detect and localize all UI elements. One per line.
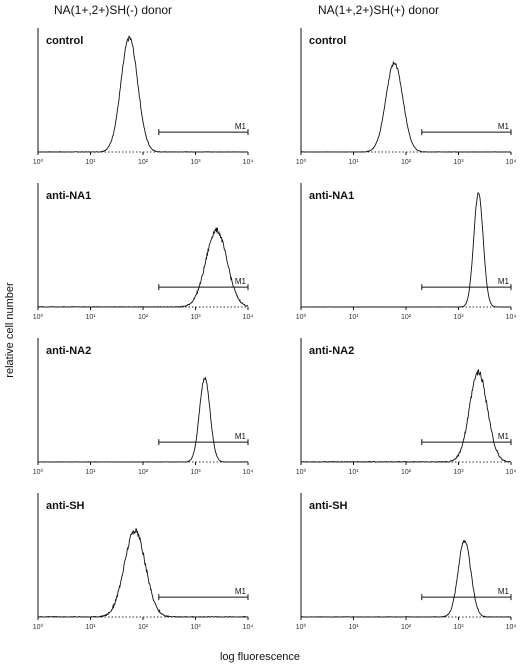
histogram-control-left: 10⁰ 10¹ 10² 10³ 10⁴ control M1 (33, 28, 254, 166)
x-tick-label: 10⁴ (506, 469, 517, 476)
gate-label: M1 (498, 122, 510, 131)
gate-marker: M1 (421, 277, 512, 291)
x-tick-label: 10⁴ (243, 469, 254, 476)
x-tick-label: 10¹ (348, 469, 359, 476)
panel-title: anti-SH (309, 500, 348, 512)
x-tick-label: 10¹ (348, 314, 359, 321)
x-tick-label: 10⁴ (243, 159, 254, 166)
histogram-series (37, 376, 248, 463)
x-tick-label: 10¹ (348, 624, 359, 631)
gate-label: M1 (235, 277, 247, 286)
x-tick-label: 10² (401, 469, 412, 476)
histogram-anti-na1-left: 10⁰ 10¹ 10² 10³ 10⁴ anti-NA1 M1 (33, 183, 254, 321)
x-tick-label: 10¹ (348, 159, 359, 166)
gate-marker: M1 (421, 122, 512, 136)
panel-title: anti-NA2 (309, 345, 354, 357)
x-tick-label: 10² (401, 314, 412, 321)
gate-label: M1 (498, 277, 510, 286)
x-tick-label: 10⁴ (243, 624, 254, 631)
gate-marker: M1 (158, 277, 249, 291)
gate-label: M1 (498, 587, 510, 596)
x-tick-label: 10⁰ (296, 468, 307, 476)
x-tick-label: 10⁴ (506, 159, 517, 166)
x-tick-label: 10¹ (85, 159, 96, 166)
panel-title: anti-SH (46, 500, 85, 512)
histogram-series (301, 368, 512, 463)
x-tick-label: 10² (401, 624, 412, 631)
gate-marker: M1 (421, 587, 512, 601)
x-tick-label: 10³ (453, 159, 464, 166)
x-tick-label: 10⁴ (506, 624, 517, 631)
histogram-anti-na2-right: 10⁰ 10¹ 10² 10³ 10⁴ anti-NA2 M1 (296, 338, 517, 476)
panel-title: control (46, 35, 83, 47)
x-tick-label: 10⁰ (33, 468, 44, 476)
x-tick-label: 10³ (190, 159, 201, 166)
gate-marker: M1 (158, 432, 249, 446)
histogram-series (300, 61, 512, 153)
x-tick-label: 10² (401, 159, 412, 166)
x-tick-label: 10² (138, 159, 149, 166)
x-tick-label: 10³ (453, 469, 464, 476)
x-tick-label: 10³ (190, 624, 201, 631)
gate-label: M1 (235, 587, 247, 596)
gate-marker: M1 (421, 432, 512, 446)
histogram-anti-na2-left: 10⁰ 10¹ 10² 10³ 10⁴ anti-NA2 M1 (33, 338, 254, 476)
gate-marker: M1 (158, 122, 249, 136)
histogram-series (37, 527, 249, 618)
histogram-control-right: 10⁰ 10¹ 10² 10³ 10⁴ control M1 (296, 28, 517, 166)
x-tick-label: 10¹ (85, 314, 96, 321)
histogram-anti-na1-right: 10⁰ 10¹ 10² 10³ 10⁴ anti-NA1 M1 (296, 183, 517, 321)
x-axis-label: log fluorescence (219, 651, 301, 663)
column-title-left: NA(1+,2+)SH(-) donor (54, 3, 173, 17)
histogram-anti-sh-left: 10⁰ 10¹ 10² 10³ 10⁴ anti-SH M1 (33, 493, 254, 631)
panel-title: anti-NA1 (46, 190, 91, 202)
x-tick-label: 10⁴ (243, 314, 254, 321)
histogram-anti-sh-right: 10⁰ 10¹ 10² 10³ 10⁴ anti-SH M1 (296, 493, 517, 631)
x-tick-label: 10³ (453, 314, 464, 321)
x-tick-label: 10⁰ (33, 313, 44, 321)
x-tick-label: 10³ (190, 314, 201, 321)
x-tick-label: 10² (138, 469, 149, 476)
panel-title: control (309, 35, 346, 47)
x-tick-label: 10⁰ (33, 158, 44, 166)
column-title-right: NA(1+,2+)SH(+) donor (318, 3, 440, 17)
histogram-series (38, 35, 249, 153)
x-tick-label: 10⁰ (296, 313, 307, 321)
y-axis-label: relative cell number (4, 282, 16, 378)
gate-marker: M1 (158, 587, 249, 601)
x-tick-label: 10³ (190, 469, 201, 476)
gate-label: M1 (235, 122, 247, 131)
x-tick-label: 10² (138, 314, 149, 321)
x-tick-label: 10⁰ (33, 623, 44, 631)
histogram-series (38, 227, 249, 308)
x-tick-label: 10¹ (85, 469, 96, 476)
x-tick-label: 10⁰ (296, 623, 307, 631)
histogram-series (300, 539, 512, 618)
x-tick-label: 10⁰ (296, 158, 307, 166)
gate-label: M1 (498, 432, 510, 441)
panel-title: anti-NA1 (309, 190, 354, 202)
gate-label: M1 (235, 432, 247, 441)
histogram-series (301, 191, 512, 308)
x-tick-label: 10¹ (85, 624, 96, 631)
panel-title: anti-NA2 (46, 345, 91, 357)
x-tick-label: 10⁴ (506, 314, 517, 321)
x-tick-label: 10³ (453, 624, 464, 631)
x-tick-label: 10² (138, 624, 149, 631)
